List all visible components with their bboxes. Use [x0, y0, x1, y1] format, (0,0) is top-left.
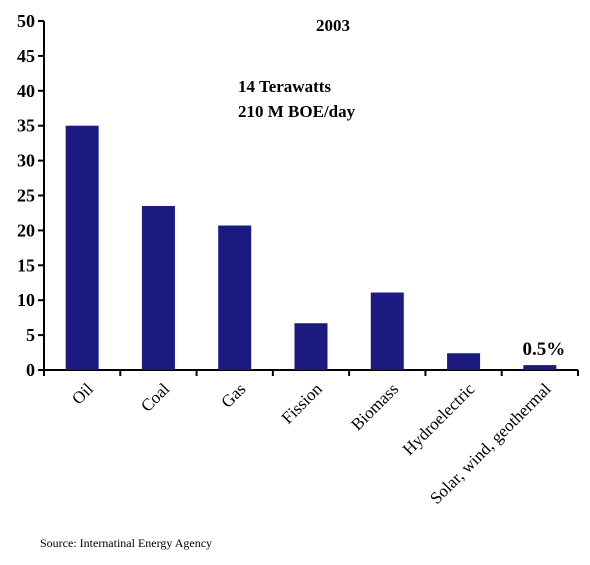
x-tick-label: Coal: [137, 379, 173, 415]
bar-solar-wind-geothermal: [523, 365, 557, 370]
x-tick-label: Biomass: [347, 379, 402, 434]
bar-hydroelectric: [447, 353, 481, 370]
x-tick-labels: Oil Coal Gas Fission BiomassHydroelectricSol…: [68, 379, 555, 508]
y-tick-label: 35: [17, 116, 35, 136]
y-axis: 0 5 10 15 20 25 30 35 40 45 50: [17, 11, 45, 380]
y-tick-label: 30: [17, 151, 35, 171]
chart-title: 2003: [316, 16, 350, 35]
bar-fission: [294, 323, 328, 370]
y-tick-label: 25: [17, 186, 35, 206]
bar-biomass: [370, 292, 404, 370]
y-tick-label: 15: [17, 255, 35, 275]
annotation-boe: 210 M BOE/day: [238, 102, 356, 121]
data-labels: 0.5%: [522, 339, 565, 360]
x-tick-label: Gas: [217, 379, 249, 411]
bars: [65, 125, 557, 370]
y-tick-label: 0: [26, 360, 35, 380]
x-tick-label: Fission: [278, 379, 327, 428]
x-tick-label: Hydroelectric: [399, 379, 479, 459]
y-tick-label: 10: [17, 290, 35, 310]
annotation-terawatts: 14 Terawatts: [238, 77, 331, 96]
y-tick-label: 20: [17, 220, 35, 240]
x-axis: [43, 369, 579, 376]
source-note: Source: Internatinal Energy Agency: [40, 536, 212, 550]
bar-gas: [218, 225, 252, 370]
bar-coal: [141, 205, 175, 370]
y-tick-label: 40: [17, 81, 35, 101]
bar-oil: [65, 125, 99, 370]
data-label: 0.5%: [522, 339, 565, 360]
y-tick-label: 45: [17, 46, 35, 66]
y-tick-label: 50: [17, 11, 35, 31]
x-tick-label: Oil: [68, 379, 97, 408]
y-tick-label: 5: [26, 325, 35, 345]
